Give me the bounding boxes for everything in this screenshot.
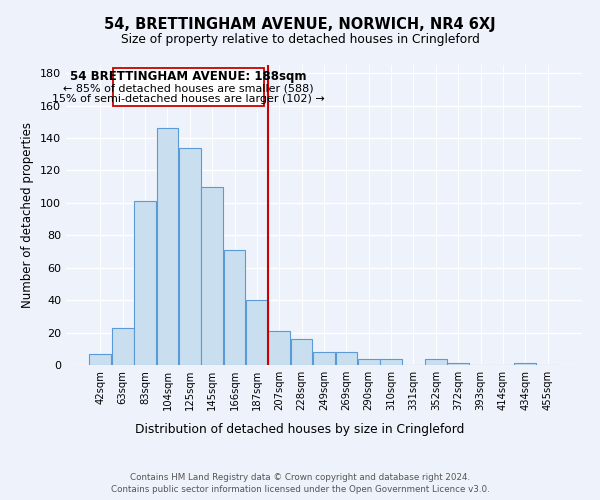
Bar <box>224 250 245 365</box>
Bar <box>202 186 223 365</box>
Bar <box>514 364 536 365</box>
Bar <box>89 354 111 365</box>
Bar <box>313 352 335 365</box>
Bar <box>157 128 178 365</box>
Text: ← 85% of detached houses are smaller (588): ← 85% of detached houses are smaller (58… <box>63 83 313 93</box>
Bar <box>179 148 200 365</box>
Text: Size of property relative to detached houses in Cringleford: Size of property relative to detached ho… <box>121 32 479 46</box>
Bar <box>291 339 313 365</box>
Bar <box>268 331 290 365</box>
Bar <box>358 358 380 365</box>
Text: 54, BRETTINGHAM AVENUE, NORWICH, NR4 6XJ: 54, BRETTINGHAM AVENUE, NORWICH, NR4 6XJ <box>104 18 496 32</box>
Bar <box>425 358 446 365</box>
Y-axis label: Number of detached properties: Number of detached properties <box>22 122 34 308</box>
Text: Contains public sector information licensed under the Open Government Licence v3: Contains public sector information licen… <box>110 485 490 494</box>
Bar <box>448 364 469 365</box>
FancyBboxPatch shape <box>113 68 263 106</box>
Text: Distribution of detached houses by size in Cringleford: Distribution of detached houses by size … <box>136 422 464 436</box>
Bar <box>335 352 357 365</box>
Bar <box>112 328 134 365</box>
Text: Contains HM Land Registry data © Crown copyright and database right 2024.: Contains HM Land Registry data © Crown c… <box>130 472 470 482</box>
Bar <box>380 358 402 365</box>
Bar <box>246 300 268 365</box>
Text: 15% of semi-detached houses are larger (102) →: 15% of semi-detached houses are larger (… <box>52 94 325 104</box>
Bar <box>134 201 156 365</box>
Text: 54 BRETTINGHAM AVENUE: 188sqm: 54 BRETTINGHAM AVENUE: 188sqm <box>70 70 307 83</box>
